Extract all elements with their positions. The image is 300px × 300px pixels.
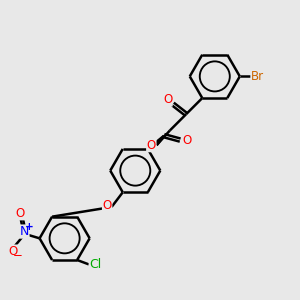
Text: O: O [147, 139, 156, 152]
Text: −: − [13, 249, 22, 262]
Text: O: O [182, 134, 191, 147]
Text: Cl: Cl [89, 258, 101, 271]
Text: O: O [163, 93, 172, 106]
Text: O: O [8, 245, 18, 258]
Text: O: O [16, 207, 25, 220]
Text: N: N [20, 225, 29, 238]
Text: Br: Br [251, 70, 264, 83]
Text: +: + [25, 222, 34, 233]
Text: O: O [103, 199, 112, 212]
